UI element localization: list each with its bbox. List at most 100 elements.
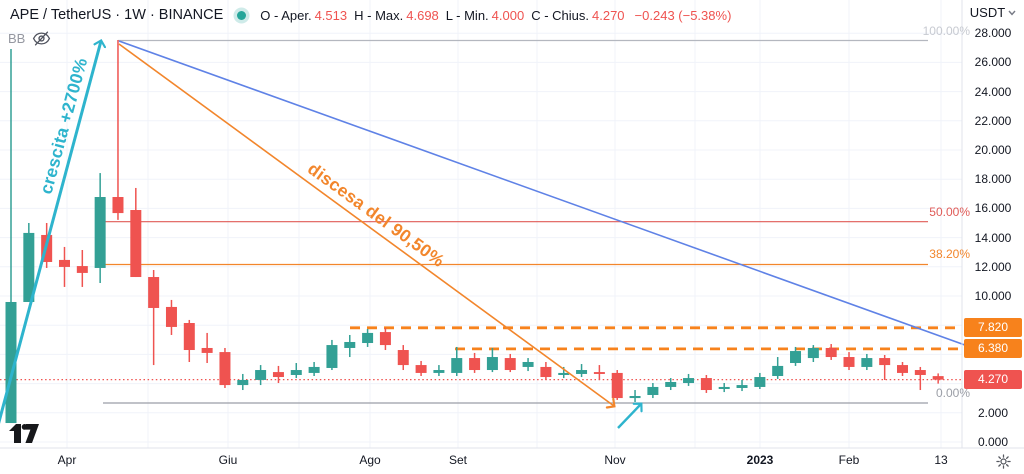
candle-body — [344, 341, 356, 348]
blue-trendline[interactable] — [118, 40, 977, 350]
ohlc-field-label: H - Max. — [354, 7, 404, 23]
candle-body — [130, 210, 142, 278]
fib-level-label: 50.00% — [929, 204, 970, 219]
candle-body — [362, 332, 374, 344]
price-level-badge[interactable]: 6.380 — [964, 339, 1022, 359]
cyan-bottom-arrow[interactable] — [617, 402, 643, 429]
ohlc-field-value: 4.000 — [491, 7, 525, 23]
candle-body — [593, 372, 605, 374]
candle-body — [148, 277, 160, 308]
currency-selector[interactable]: USDT — [962, 5, 1024, 20]
candle-body — [76, 266, 88, 273]
candlestick-series[interactable] — [5, 40, 944, 424]
candle-body — [558, 372, 570, 375]
ohlc-field-value: 4.698 — [406, 7, 439, 23]
ohlc-field-label: O - Aper. — [260, 7, 312, 23]
candle-body — [861, 358, 873, 367]
candle-body — [415, 365, 427, 373]
candle-body — [326, 345, 338, 368]
candle-body — [290, 370, 302, 375]
price-tick-label: 14.000 — [974, 230, 1012, 245]
time-tick-label: Apr — [57, 453, 77, 467]
candle-body — [700, 378, 712, 391]
price-tick-label: 18.000 — [974, 172, 1012, 187]
ohlc-field-label: L - Min. — [445, 7, 489, 23]
candle-body — [790, 351, 802, 364]
time-tick-label: 13 — [934, 453, 948, 467]
orange-decline-arrow[interactable] — [118, 43, 616, 409]
fib-level-label: 38.20% — [929, 247, 970, 262]
candle-body — [504, 358, 516, 371]
candle-body — [611, 372, 623, 399]
time-tick-label: Set — [448, 453, 467, 467]
candle-body — [23, 232, 35, 302]
candle-body — [219, 352, 231, 386]
price-tick-label: 26.000 — [974, 55, 1012, 70]
price-tick-label: 22.000 — [974, 113, 1012, 128]
candle-body — [5, 301, 17, 424]
fib-level-label: 0.00% — [935, 386, 970, 401]
candle-body — [879, 358, 891, 366]
candle-body — [843, 357, 855, 367]
candle-body — [308, 366, 320, 373]
market-status-dot[interactable] — [237, 10, 247, 20]
eye-hidden-icon[interactable] — [32, 29, 51, 48]
candle-body — [94, 197, 106, 268]
candle-body — [718, 386, 730, 390]
candle-body — [807, 347, 819, 359]
price-tick-label: 24.000 — [974, 84, 1012, 99]
candle-body — [201, 347, 213, 353]
candle-body — [469, 358, 481, 371]
price-tick-label: 0.000 — [977, 435, 1009, 449]
currency-label: USDT — [969, 5, 1006, 20]
time-tick-label: Giu — [218, 453, 238, 467]
price-level-badge[interactable]: 4.270 — [964, 370, 1022, 390]
indicator-label[interactable]: BB — [8, 31, 26, 46]
price-tick-label: 10.000 — [974, 289, 1012, 303]
price-level-badge[interactable]: 7.820 — [964, 318, 1022, 338]
chevron-down-icon — [1008, 10, 1016, 15]
candle-body — [629, 396, 641, 399]
candle-body — [255, 370, 267, 380]
candle-body — [754, 377, 766, 387]
tradingview-logo-icon[interactable] — [9, 424, 39, 448]
candle-body — [522, 361, 534, 367]
cyan-rally-arrow[interactable] — [0, 38, 107, 433]
ohlc-field-value: 4.513 — [314, 7, 348, 23]
candle-body — [433, 370, 445, 373]
chart-legend-header: APE / TetherUS · 1W · BINANCE O - Aper. 4… — [10, 6, 731, 24]
candle-body — [825, 347, 837, 358]
timezone-settings-gear-icon[interactable] — [996, 454, 1011, 474]
price-tick-label: 28.000 — [974, 26, 1012, 41]
indicator-legend: BB — [8, 29, 51, 48]
candle-body — [165, 306, 177, 327]
candle-body — [112, 197, 124, 214]
price-tick-label: 16.000 — [974, 201, 1012, 216]
time-tick-label: Ago — [359, 453, 381, 467]
ohlc-field-value: 4.270 — [592, 7, 625, 23]
time-tick-label: Feb — [838, 453, 860, 467]
ohlc-values: O - Aper. 4.513 H - Max. 4.698 L - Min. 4.000… — [260, 8, 624, 23]
candle-body — [237, 379, 249, 386]
candle-body — [647, 386, 659, 395]
price-tick-label: 12.000 — [974, 259, 1012, 274]
candle-body — [486, 357, 498, 371]
symbol-title[interactable]: APE / TetherUS · 1W · BINANCE — [10, 7, 224, 23]
candle-body — [540, 366, 552, 378]
candle-body — [772, 365, 784, 377]
candle-body — [451, 358, 463, 373]
candle-body — [683, 378, 695, 384]
candle-body — [897, 365, 908, 373]
candle-body — [932, 376, 944, 380]
candle-body — [576, 370, 588, 374]
candle-body — [914, 370, 926, 375]
time-tick-label: Nov — [604, 453, 626, 467]
price-tick-label: 20.000 — [974, 143, 1012, 157]
candle-body — [379, 332, 391, 346]
candle-body — [272, 372, 284, 378]
candle-body — [183, 323, 195, 351]
price-change: −0.243 (−5.38%) — [634, 7, 732, 23]
candle-body — [665, 381, 677, 387]
candle-body — [58, 259, 70, 267]
